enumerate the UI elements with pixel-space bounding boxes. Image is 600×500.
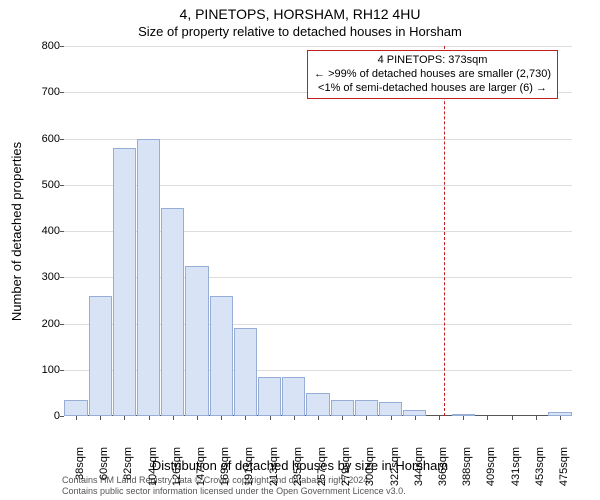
x-tick-mark xyxy=(149,416,150,420)
x-tick-mark xyxy=(76,416,77,420)
histogram-bar xyxy=(306,393,329,416)
x-tick-mark xyxy=(270,416,271,420)
histogram-bar xyxy=(185,266,208,416)
x-tick-label: 388sqm xyxy=(461,447,473,491)
histogram-bar xyxy=(210,296,233,416)
x-tick-mark xyxy=(391,416,392,420)
annot-line-2: ← >99% of detached houses are smaller (2… xyxy=(314,68,551,82)
x-tick-label: 213sqm xyxy=(268,447,280,491)
y-tick-label: 500 xyxy=(10,179,60,191)
histogram-bar xyxy=(258,377,281,416)
histogram-bar xyxy=(379,402,402,416)
x-tick-label: 191sqm xyxy=(243,447,255,491)
y-tick-label: 100 xyxy=(10,364,60,376)
x-tick-label: 279sqm xyxy=(340,447,352,491)
y-tick-mark xyxy=(60,324,64,325)
x-tick-mark xyxy=(439,416,440,420)
x-tick-mark xyxy=(100,416,101,420)
chart-subtitle: Size of property relative to detached ho… xyxy=(0,24,600,39)
grid-line xyxy=(64,46,572,47)
x-tick-label: 431sqm xyxy=(510,447,522,491)
histogram-bar xyxy=(161,208,184,416)
x-tick-mark xyxy=(536,416,537,420)
x-tick-mark xyxy=(221,416,222,420)
histogram-bar xyxy=(331,400,354,416)
plot-area: 4 PINETOPS: 373sqm← >99% of detached hou… xyxy=(64,46,572,416)
x-tick-label: 235sqm xyxy=(292,447,304,491)
histogram-bar xyxy=(355,400,378,416)
x-tick-mark xyxy=(342,416,343,420)
annotation-box: 4 PINETOPS: 373sqm← >99% of detached hou… xyxy=(307,50,558,99)
histogram-bar xyxy=(282,377,305,416)
y-tick-mark xyxy=(60,92,64,93)
x-tick-label: 300sqm xyxy=(364,447,376,491)
annot-line-3: <1% of semi-detached houses are larger (… xyxy=(314,82,551,96)
x-tick-mark xyxy=(463,416,464,420)
x-tick-label: 322sqm xyxy=(389,447,401,491)
histogram-bar xyxy=(137,139,160,417)
x-tick-mark xyxy=(318,416,319,420)
x-tick-mark xyxy=(415,416,416,420)
y-tick-mark xyxy=(60,231,64,232)
y-tick-mark xyxy=(60,185,64,186)
x-tick-mark xyxy=(512,416,513,420)
y-tick-mark xyxy=(60,139,64,140)
x-tick-label: 126sqm xyxy=(171,447,183,491)
y-tick-mark xyxy=(60,416,64,417)
x-tick-mark xyxy=(124,416,125,420)
x-tick-label: 453sqm xyxy=(534,447,546,491)
x-tick-label: 82sqm xyxy=(122,447,134,491)
y-tick-label: 0 xyxy=(10,410,60,422)
y-tick-label: 300 xyxy=(10,271,60,283)
marker-line xyxy=(444,46,445,416)
x-tick-mark xyxy=(366,416,367,420)
x-tick-label: 475sqm xyxy=(558,447,570,491)
x-tick-label: 147sqm xyxy=(195,447,207,491)
y-tick-label: 800 xyxy=(10,40,60,52)
x-tick-mark xyxy=(294,416,295,420)
y-tick-label: 200 xyxy=(10,318,60,330)
histogram-bar xyxy=(113,148,136,416)
histogram-bar xyxy=(234,328,257,416)
histogram-bar xyxy=(89,296,112,416)
y-tick-mark xyxy=(60,277,64,278)
x-tick-mark xyxy=(197,416,198,420)
histogram-bar xyxy=(64,400,87,416)
x-tick-label: 366sqm xyxy=(437,447,449,491)
x-tick-mark xyxy=(560,416,561,420)
x-tick-mark xyxy=(245,416,246,420)
footer-line-1: Contains HM Land Registry data © Crown c… xyxy=(62,475,406,485)
x-tick-mark xyxy=(487,416,488,420)
x-tick-label: 344sqm xyxy=(413,447,425,491)
y-tick-label: 400 xyxy=(10,225,60,237)
y-tick-label: 700 xyxy=(10,86,60,98)
x-tick-label: 60sqm xyxy=(98,447,110,491)
y-tick-mark xyxy=(60,46,64,47)
x-tick-label: 38sqm xyxy=(74,447,86,491)
footer-attribution: Contains HM Land Registry data © Crown c… xyxy=(62,475,406,496)
y-tick-label: 600 xyxy=(10,133,60,145)
footer-line-2: Contains public sector information licen… xyxy=(62,486,406,496)
x-tick-label: 169sqm xyxy=(219,447,231,491)
x-tick-label: 257sqm xyxy=(316,447,328,491)
x-tick-label: 104sqm xyxy=(147,447,159,491)
x-tick-label: 409sqm xyxy=(485,447,497,491)
annot-line-1: 4 PINETOPS: 373sqm xyxy=(314,54,551,68)
x-tick-mark xyxy=(173,416,174,420)
chart-title: 4, PINETOPS, HORSHAM, RH12 4HU xyxy=(0,6,600,22)
y-tick-mark xyxy=(60,370,64,371)
